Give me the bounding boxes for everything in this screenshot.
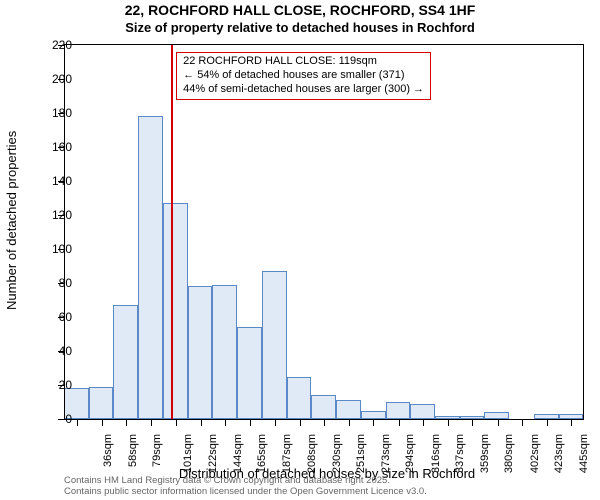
x-tick <box>399 420 400 426</box>
x-tick <box>448 420 449 426</box>
y-tick-label: 220 <box>32 38 72 52</box>
y-tick-label: 0 <box>32 412 72 426</box>
x-tick <box>126 420 127 426</box>
x-tick-label: 58sqm <box>127 434 139 467</box>
attribution-line2: Contains public sector information licen… <box>64 487 427 498</box>
y-tick-label: 140 <box>32 174 72 188</box>
y-tick-label: 120 <box>32 208 72 222</box>
y-tick-label: 60 <box>32 310 72 324</box>
x-tick <box>324 420 325 426</box>
x-tick <box>151 420 152 426</box>
plot-area: 22 ROCHFORD HALL CLOSE: 119sqm ← 54% of … <box>64 44 584 420</box>
y-tick-label: 100 <box>32 242 72 256</box>
x-tick <box>472 420 473 426</box>
page-title: 22, ROCHFORD HALL CLOSE, ROCHFORD, SS4 1… <box>0 2 600 18</box>
y-tick-label: 160 <box>32 140 72 154</box>
x-tick-label: 79sqm <box>151 434 163 467</box>
y-axis-label: Number of detached properties <box>4 0 19 440</box>
y-tick-label: 200 <box>32 72 72 86</box>
attribution: Contains HM Land Registry data © Crown c… <box>64 476 427 498</box>
x-tick <box>498 420 499 426</box>
x-tick <box>522 420 523 426</box>
x-tick <box>423 420 424 426</box>
x-tick <box>77 420 78 426</box>
x-tick <box>201 420 202 426</box>
x-tick <box>571 420 572 426</box>
x-tick <box>250 420 251 426</box>
y-tick-label: 180 <box>32 106 72 120</box>
y-tick-label: 80 <box>32 276 72 290</box>
plot-border <box>64 44 584 420</box>
y-tick-label: 20 <box>32 378 72 392</box>
chart-subtitle: Size of property relative to detached ho… <box>0 20 600 35</box>
x-tick <box>225 420 226 426</box>
y-tick-label: 40 <box>32 344 72 358</box>
x-tick <box>547 420 548 426</box>
x-tick <box>176 420 177 426</box>
x-tick-label: 36sqm <box>102 434 114 467</box>
x-tick <box>300 420 301 426</box>
x-tick <box>102 420 103 426</box>
x-tick <box>275 420 276 426</box>
x-tick <box>349 420 350 426</box>
x-tick <box>373 420 374 426</box>
chart-root: 22, ROCHFORD HALL CLOSE, ROCHFORD, SS4 1… <box>0 0 600 500</box>
